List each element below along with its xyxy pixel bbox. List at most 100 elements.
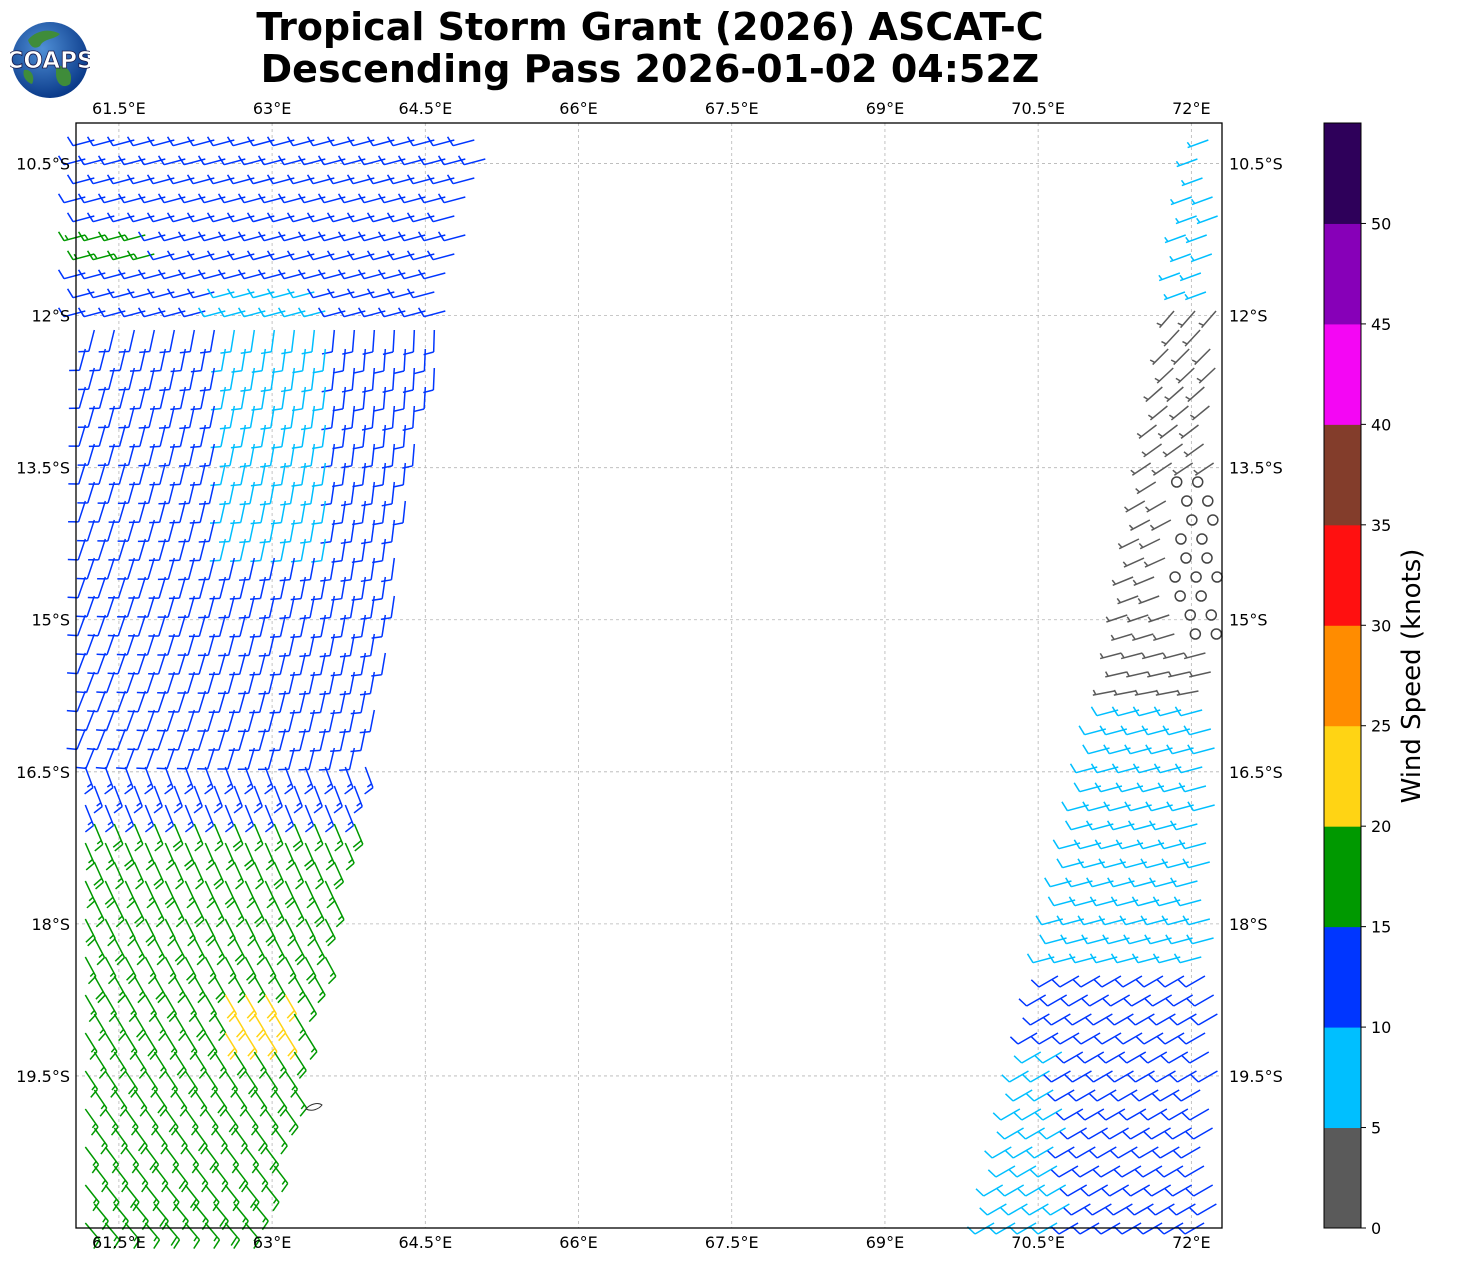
wind-barb bbox=[193, 1013, 207, 1042]
wind-barb bbox=[188, 614, 207, 638]
wind-barb bbox=[446, 174, 475, 185]
wind-barb bbox=[1143, 1184, 1172, 1197]
wind-barb bbox=[1166, 744, 1194, 755]
wind-barb bbox=[1082, 744, 1110, 755]
wind-barb bbox=[204, 918, 216, 947]
wind-barb bbox=[1126, 1203, 1154, 1216]
wind-barb bbox=[144, 804, 155, 833]
wind-barb bbox=[113, 1051, 127, 1079]
wind-barb bbox=[1101, 1184, 1130, 1197]
wind-barb bbox=[1181, 495, 1193, 507]
wind-barb bbox=[108, 462, 127, 486]
wind-barb bbox=[1190, 571, 1202, 583]
wind-barb bbox=[381, 519, 396, 545]
wind-barb bbox=[209, 614, 227, 638]
wind-barb bbox=[113, 899, 125, 928]
wind-barb bbox=[233, 1165, 249, 1193]
wind-barb bbox=[124, 842, 135, 871]
wind-barb bbox=[144, 994, 158, 1023]
wind-barb bbox=[273, 975, 286, 1004]
wind-barb bbox=[1177, 975, 1206, 988]
wind-barb bbox=[104, 1108, 119, 1136]
wind-barb bbox=[1124, 744, 1152, 755]
wind-barb bbox=[1068, 1089, 1096, 1102]
wind-barb bbox=[344, 842, 355, 871]
wind-barb bbox=[144, 842, 155, 871]
wind-barb bbox=[157, 595, 176, 618]
wind-barb bbox=[104, 994, 118, 1023]
wind-barb bbox=[371, 652, 387, 677]
wind-barb bbox=[98, 329, 116, 353]
wind-barb bbox=[124, 1222, 141, 1249]
wind-barb bbox=[144, 918, 156, 947]
lon-tick-top: 63°E bbox=[253, 99, 291, 118]
wind-barb bbox=[1080, 1184, 1109, 1197]
colorbar-bin bbox=[1324, 223, 1361, 325]
wind-barb bbox=[93, 861, 105, 890]
wind-barb bbox=[253, 823, 264, 852]
wind-barb bbox=[293, 975, 306, 1004]
wind-barb bbox=[1132, 576, 1155, 587]
wind-barb bbox=[1186, 514, 1198, 526]
wind-barb bbox=[996, 1127, 1024, 1140]
wind-barb bbox=[193, 823, 204, 852]
wind-barb bbox=[244, 1222, 261, 1249]
wind-barb bbox=[184, 880, 196, 909]
wind-barb bbox=[210, 462, 227, 487]
wind-barb bbox=[128, 614, 147, 637]
wind-barb bbox=[233, 1051, 247, 1079]
logo-text: COAPS bbox=[10, 48, 90, 74]
wind-barb bbox=[1177, 310, 1196, 329]
wind-barb bbox=[104, 804, 115, 833]
wind-barb bbox=[124, 918, 136, 947]
wind-barb bbox=[1143, 557, 1166, 568]
wind-barb bbox=[273, 1165, 289, 1193]
wind-barb bbox=[253, 1013, 267, 1042]
wind-barb bbox=[209, 576, 227, 600]
wind-barb bbox=[1168, 1203, 1196, 1216]
wind-barb bbox=[1092, 689, 1115, 696]
wind-barb bbox=[96, 633, 116, 656]
wind-barb bbox=[273, 823, 284, 852]
wind-barb bbox=[310, 576, 327, 601]
wind-barb bbox=[109, 348, 127, 372]
wind-barb bbox=[1039, 934, 1067, 945]
wind-barb bbox=[88, 500, 107, 523]
wind-barb bbox=[1018, 994, 1047, 1007]
wind-barb bbox=[184, 918, 196, 947]
wind-barb bbox=[1111, 763, 1140, 774]
wind-barb bbox=[1148, 1013, 1176, 1026]
wind-barb bbox=[1056, 915, 1085, 926]
wind-barb bbox=[392, 462, 407, 488]
wind-barb bbox=[133, 975, 146, 1004]
wind-barb bbox=[344, 766, 354, 795]
wind-barb bbox=[104, 956, 117, 985]
wind-barb bbox=[156, 709, 176, 732]
colorbar-bin bbox=[1324, 424, 1361, 526]
wind-barb bbox=[153, 1165, 169, 1193]
wind-barb bbox=[1030, 975, 1059, 988]
wind-barb bbox=[153, 861, 165, 890]
wind-barb bbox=[190, 424, 207, 449]
wind-barb bbox=[164, 766, 174, 795]
colorbar-bin bbox=[1324, 926, 1361, 1028]
wind-barb bbox=[177, 671, 196, 694]
wind-barb bbox=[112, 823, 124, 852]
wind-barb bbox=[233, 861, 245, 890]
wind-barb bbox=[1131, 896, 1160, 907]
wind-barb bbox=[173, 1051, 187, 1079]
wind-barb bbox=[361, 443, 376, 469]
wind-barb bbox=[1173, 896, 1202, 907]
wind-barb bbox=[88, 424, 107, 448]
wind-barb bbox=[237, 747, 256, 770]
colorbar-bin bbox=[1324, 1027, 1361, 1129]
wind-barb bbox=[1155, 689, 1178, 696]
wind-barb bbox=[330, 690, 347, 715]
wind-barb bbox=[1174, 590, 1186, 602]
wind-barb bbox=[84, 1108, 99, 1136]
wind-barb bbox=[1202, 495, 1214, 507]
wind-barb bbox=[313, 785, 323, 814]
wind-barb bbox=[240, 329, 256, 354]
wind-barb bbox=[204, 956, 217, 985]
wind-barb bbox=[1118, 1051, 1147, 1064]
